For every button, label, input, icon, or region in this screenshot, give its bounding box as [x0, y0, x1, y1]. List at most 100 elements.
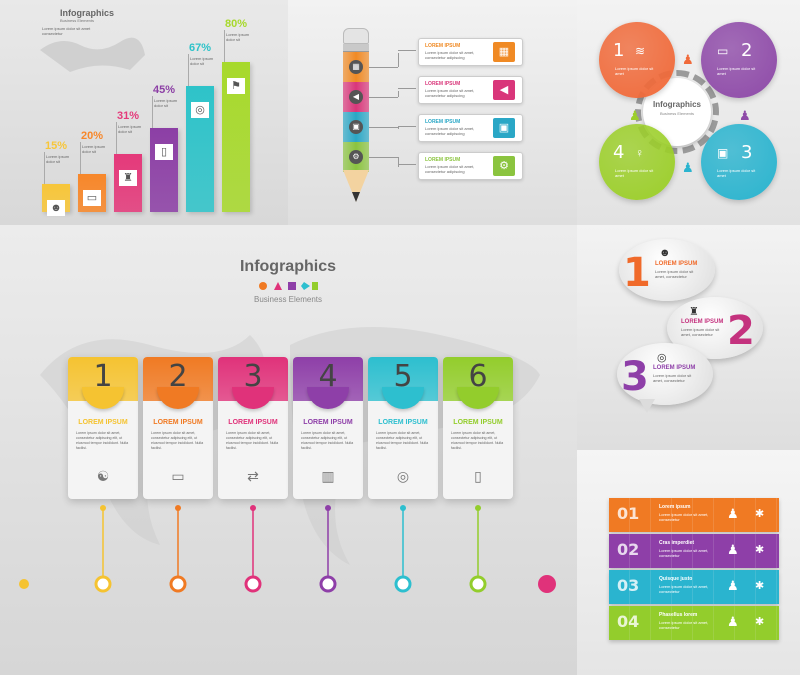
step-card: 6 LOREM IPSUM Lorem ipsum dolor sit amet, …	[443, 357, 513, 499]
bubble-tail	[639, 399, 655, 413]
row-number: 01	[617, 504, 640, 523]
bar-caption-text: Lorem ipsum dolor sit	[118, 124, 142, 134]
step-card-tab	[232, 387, 274, 409]
step-card: 4 LOREM IPSUM Lorem ipsum dolor sit amet, …	[293, 357, 363, 499]
stamp-icon: ♜	[689, 306, 699, 318]
row-title: Phasellus lorem	[659, 612, 698, 618]
timeline-node	[94, 575, 112, 593]
bubble-title: LOREM IPSUM	[655, 261, 698, 267]
bar-connector	[188, 54, 189, 86]
bar-caption-text: Lorem ipsum dolor sit	[154, 98, 178, 108]
timeline-node	[469, 575, 487, 593]
step-text: Lorem ipsum dolor sit amet	[615, 168, 654, 178]
pencil-item-card: LOREM IPSUM Lorem ipsum dolor sit amet, c…	[418, 152, 523, 180]
bar-chart-icon: ▥	[321, 468, 335, 484]
step-card: 2 LOREM IPSUM Lorem ipsum dolor sit amet, …	[143, 357, 213, 499]
stripe-row: 02 Cras imperdiet Lorem ipsum dolor sit am…	[609, 534, 779, 568]
laptop-icon: ▭	[717, 44, 729, 58]
bubble-number: 1	[623, 250, 651, 296]
circle-infographic-panel: Infographics Business Elements 1 ≋ Lorem i…	[577, 0, 800, 225]
transfer-icon: ⇄	[247, 468, 259, 484]
handshake-icon: ☯	[96, 468, 110, 484]
bar-percent-label: 20%	[81, 130, 104, 142]
presentation-icon: ▣	[493, 118, 515, 138]
row-title: Lorem ipsum	[659, 504, 691, 510]
step-text: Lorem ipsum dolor sit amet	[717, 168, 756, 178]
pencil-segment-icon: ⚙	[349, 150, 363, 164]
step-title: LOREM IPSUM	[78, 419, 128, 426]
pencil-connector-dot	[398, 50, 416, 51]
step-card-tab	[307, 387, 349, 409]
small-icon: ✱	[755, 508, 765, 520]
step-number: 6	[468, 359, 488, 394]
bar-percent-label: 31%	[117, 110, 140, 122]
pencil-item-title: LOREM IPSUM	[425, 157, 461, 163]
gears-icon: ⚙	[493, 156, 515, 176]
bar-caption-text: Lorem ipsum dolor sit	[190, 56, 214, 66]
step-number: 1	[93, 359, 113, 394]
head-icon: ☻	[659, 247, 671, 259]
row-title: Quisque justo	[659, 576, 693, 582]
bar-percent-label: 67%	[189, 42, 212, 54]
wifi-icon: ≋	[635, 44, 646, 58]
stripe-row: 03 Quisque justo Lorem ipsum dolor sit ame…	[609, 570, 779, 604]
target-icon: ◎	[191, 102, 209, 118]
pencil-connector	[369, 67, 398, 68]
bar-percent-label: 45%	[153, 84, 176, 96]
pencil-connector-vertical	[398, 91, 399, 97]
step-connector-dot	[250, 505, 256, 511]
pencil-item-card: LOREM IPSUM Lorem ipsum dolor sit amet, c…	[418, 76, 523, 104]
timeline-infographic-panel: Infographics Business Elements 1 LOREM IP…	[0, 225, 577, 675]
world-map-bg	[40, 37, 145, 72]
row-text: Lorem ipsum dolor sit amet, consectetur	[659, 548, 709, 558]
rows-infographic-panel: 01 Lorem ipsum Lorem ipsum dolor sit amet,…	[577, 450, 800, 675]
pencil-connector	[369, 97, 398, 98]
bubble-text: Lorem ipsum dolor sit amet, consectetur	[681, 327, 720, 337]
panel1-body-text: Lorem ipsum dolor sit amet consectetur	[42, 26, 91, 36]
target-icon: ◎	[396, 468, 410, 484]
pencil-item-text: Lorem ipsum dolor sit amet, consectetur …	[425, 126, 475, 136]
step-card-tab	[457, 387, 499, 409]
panel1-title: Infographics	[60, 8, 115, 18]
step-title: LOREM IPSUM	[303, 419, 353, 426]
bubble-number: 3	[621, 354, 649, 400]
row-number: 04	[617, 612, 640, 631]
pencil-band	[343, 44, 369, 52]
step-body-text: Lorem ipsum dolor sit amet, consectetur …	[376, 431, 429, 450]
pencil-connector-vertical	[398, 157, 399, 167]
row-text: Lorem ipsum dolor sit amet, consectetur	[659, 620, 709, 630]
person-flag-icon: ⚑	[227, 78, 245, 94]
pencil-connector-dot	[398, 164, 416, 165]
step-card: 1 LOREM IPSUM Lorem ipsum dolor sit amet, …	[68, 357, 138, 499]
pencil-item-text: Lorem ipsum dolor sit amet, consectetur …	[425, 50, 475, 60]
step-connector-dot	[475, 505, 481, 511]
row-text: Lorem ipsum dolor sit amet, consectetur	[659, 584, 709, 594]
pencil-connector-dot	[398, 88, 416, 89]
panel3-title: Infographics	[652, 100, 701, 109]
phone-icon: ▯	[474, 468, 482, 484]
panel4-title: Infographics	[239, 258, 336, 275]
speech-bubble: ◎ LOREM IPSUM Lorem ipsum dolor sit amet, …	[617, 343, 713, 405]
bubble-title: LOREM IPSUM	[681, 319, 724, 325]
step-card-tab	[82, 387, 124, 409]
bar-connector	[152, 96, 153, 128]
panel3-subtitle: Business Elements	[659, 111, 694, 116]
step-title: LOREM IPSUM	[228, 419, 278, 426]
bubble-number: 2	[727, 308, 755, 354]
bar-caption-text: Lorem ipsum dolor sit	[46, 154, 70, 164]
bar-caption-text: Lorem ipsum dolor sit	[226, 32, 250, 42]
pencil-connector-vertical	[398, 53, 399, 67]
bar-infographic-panel: Infographics Business Elements Lorem ips…	[0, 0, 288, 225]
step-number: 2	[168, 359, 188, 394]
timeline-node	[394, 575, 412, 593]
timeline-node	[319, 575, 337, 593]
pencil-tip	[343, 170, 369, 202]
bubble-infographic-panel: ☻ LOREM IPSUM Lorem ipsum dolor sit amet, …	[577, 225, 800, 450]
bar: 45%	[150, 128, 178, 212]
pencil-item-card: LOREM IPSUM Lorem ipsum dolor sit amet, c…	[418, 38, 523, 66]
stripe-row: 04 Phasellus lorem Lorem ipsum dolor sit a…	[609, 606, 779, 640]
center-ring	[635, 70, 719, 154]
person-icon: ♟	[739, 108, 751, 123]
pencil-item-text: Lorem ipsum dolor sit amet, consectetur …	[425, 164, 475, 174]
bar-connector	[116, 122, 117, 154]
